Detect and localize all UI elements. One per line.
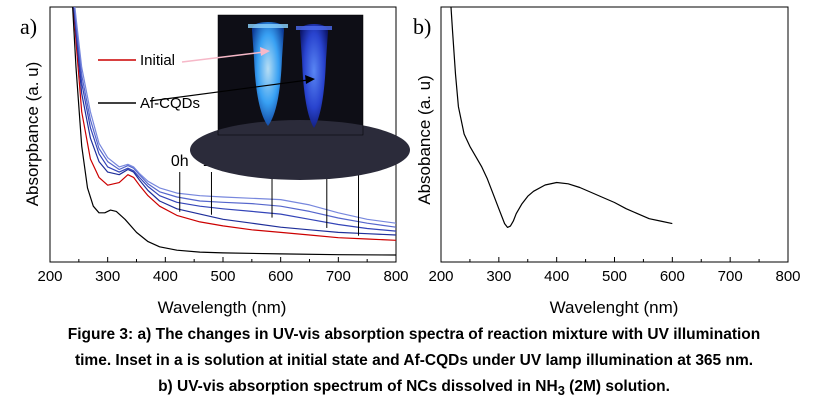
figure-caption: Figure 3: a) The changes in UV-vis absor… <box>0 322 828 404</box>
legend-label-initial: Initial <box>140 52 175 69</box>
series-line-a-6h <box>74 7 396 224</box>
inset-photo <box>190 14 410 180</box>
x-tick-label-a-600: 600 <box>268 268 293 285</box>
y-axis-label-b: Absobance (a. u) <box>415 75 434 204</box>
pointer-line-af-cqds <box>149 79 309 102</box>
x-tick-label-a-200: 200 <box>37 268 62 285</box>
series-line-a-4h <box>73 7 396 228</box>
x-tick-label-b-600: 600 <box>660 268 685 285</box>
caption-subscript: 3 <box>557 383 565 399</box>
series-group-a <box>72 7 396 256</box>
caption-line-3-text: b) UV-vis absorption spectrum of NCs dis… <box>158 378 558 395</box>
x-tick-label-b-800: 800 <box>775 268 800 285</box>
panel-label-a: a) <box>20 14 37 39</box>
inset-surface <box>190 120 410 180</box>
caption-line-1: Figure 3: a) The changes in UV-vis absor… <box>67 326 761 343</box>
x-tick-label-b-700: 700 <box>718 268 743 285</box>
series-line-a-af-cqds <box>72 7 396 256</box>
x-tick-label-a-500: 500 <box>210 268 235 285</box>
caption-line-3-end: (2M) solution. <box>564 378 670 395</box>
tube-af-cqds-icon <box>300 24 328 128</box>
caption-line-2: time. Inset in a is solution at initial … <box>74 352 754 369</box>
series-line-a-2h <box>73 7 396 232</box>
x-ticks-b: 200 300 400 500 600 700 800 <box>428 257 801 285</box>
arrow-head-initial <box>260 47 270 56</box>
x-tick-label-a-700: 700 <box>326 268 351 285</box>
series-line-b-ncs <box>450 7 673 228</box>
caption-line-3: b) UV-vis absorption spectrum of NCs dis… <box>0 374 828 404</box>
x-tick-label-a-300: 300 <box>95 268 120 285</box>
x-ticks-a: 200 300 400 500 600 700 800 <box>37 257 409 285</box>
x-axis-label-b: Wavelenght (nm) <box>550 298 679 317</box>
legend-label-af-cqds: Af-CQDs <box>140 95 200 112</box>
x-tick-label-b-200: 200 <box>428 268 453 285</box>
pointer-line-initial <box>181 51 265 63</box>
series-line-a-1h <box>73 7 396 236</box>
arrow-head-af-cqds <box>305 75 315 84</box>
x-tick-label-b-300: 300 <box>486 268 511 285</box>
x-tick-label-a-400: 400 <box>153 268 178 285</box>
series-group-b <box>450 7 673 228</box>
chart-panel-b: 200 300 400 500 600 700 800 b) Absobance (a. u… <box>413 6 801 317</box>
inset-background <box>218 15 363 135</box>
x-tick-label-b-500: 500 <box>602 268 627 285</box>
chart-panel-a: 200 300 400 500 600 700 800 a) Absorpbance (a.… <box>20 6 410 317</box>
series-line-a-initial <box>72 7 396 241</box>
tube-initial-icon <box>252 22 284 126</box>
x-axis-label-a: Wavelength (nm) <box>158 298 287 317</box>
time-label-0h: 0h <box>171 153 189 170</box>
y-axis-label-a: Absorpbance (a. u) <box>23 62 42 207</box>
x-tick-label-a-800: 800 <box>383 268 408 285</box>
panel-label-b: b) <box>413 14 431 39</box>
x-tick-label-b-400: 400 <box>544 268 569 285</box>
plot-frame-b <box>440 6 789 263</box>
